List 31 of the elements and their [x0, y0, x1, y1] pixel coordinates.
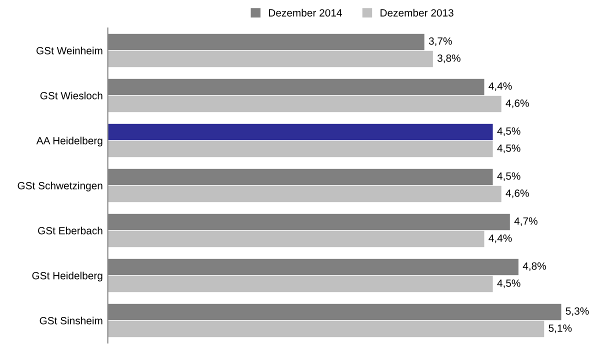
y-tick-label: GSt Schwetzingen [18, 182, 102, 192]
data-label: 5,3% [566, 307, 589, 316]
legend-label: Dezember 2013 [380, 8, 454, 17]
y-tick-label: GSt Eberbach [38, 226, 102, 234]
bar [108, 140, 493, 158]
bar [108, 96, 502, 112]
data-label: 4,4% [488, 82, 512, 91]
y-tick-label: GSt Heidelberg [32, 272, 102, 282]
y-tick-label: GSt Weinheim [36, 46, 102, 54]
bar [108, 320, 544, 338]
y-tick-label: AA Heidelberg [36, 136, 102, 146]
data-label: 4,5% [497, 127, 520, 136]
data-label: 4,4% [488, 234, 512, 244]
data-label: 4,6% [506, 99, 529, 108]
bar [108, 276, 493, 292]
data-label: 3,7% [428, 37, 452, 46]
data-label: 4,5% [497, 280, 520, 288]
data-label: 4,5% [497, 144, 520, 154]
data-label: 4,6% [506, 189, 529, 198]
data-label: 4,7% [514, 217, 538, 226]
data-label: 4,5% [497, 172, 520, 181]
bar [108, 50, 433, 68]
data-label: 4,8% [522, 262, 546, 271]
y-tick-label: GSt Sinsheim [40, 316, 102, 324]
bar [108, 230, 484, 248]
y-tick-label: GSt Wiesloch [40, 92, 102, 100]
data-label: 3,8% [437, 54, 460, 64]
bar [108, 186, 502, 202]
bar [108, 124, 493, 140]
legend-label: Dezember 2014 [268, 8, 342, 17]
data-label: 5,1% [548, 324, 572, 334]
